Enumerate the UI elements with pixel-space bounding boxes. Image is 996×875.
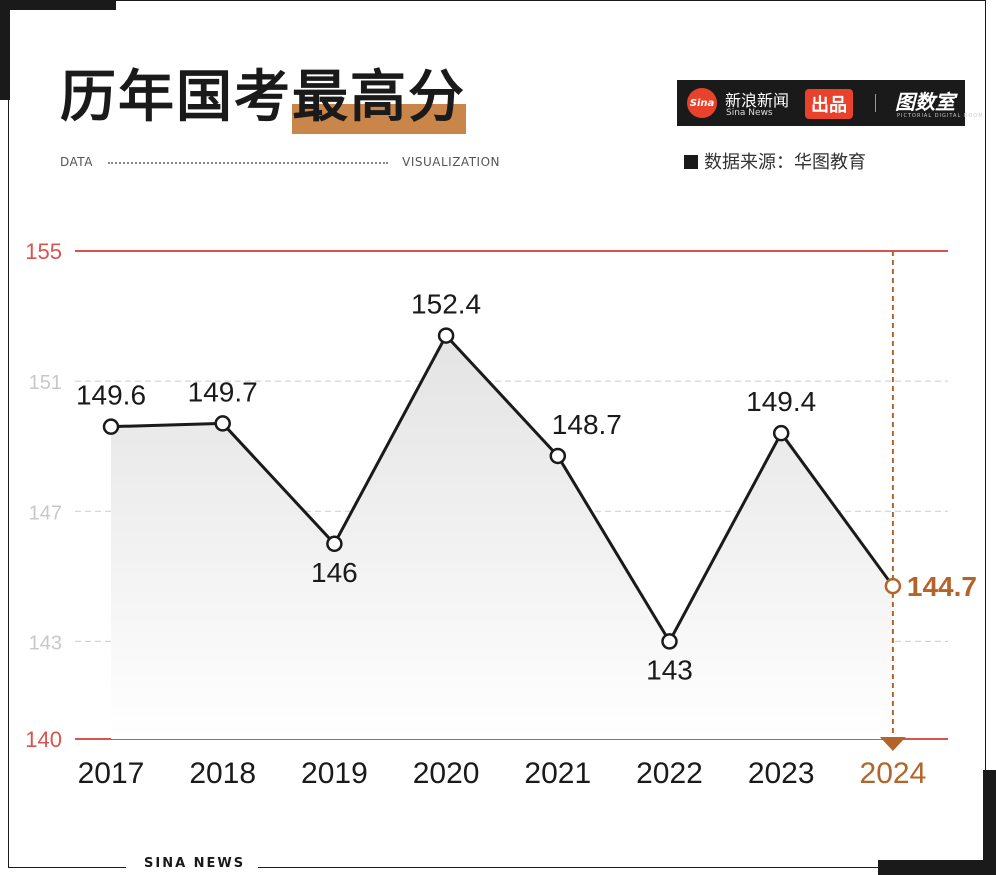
page-title: 历年国考 最高分 <box>60 58 466 138</box>
y-tick-label: 155 <box>25 239 62 264</box>
data-point-2020 <box>437 327 455 344</box>
x-tick-label-2023: 2023 <box>748 757 815 790</box>
data-label-2020: 152.4 <box>411 289 481 320</box>
title-highlight-wrap: 最高分 <box>292 58 466 138</box>
data-point-2022 <box>661 633 678 650</box>
data-point-2023 <box>772 424 790 442</box>
y-tick-label: 140 <box>25 727 62 752</box>
y-tick-label: 147 <box>29 502 62 524</box>
data-source: 数据来源：华图教育 <box>684 148 866 174</box>
footer-brand: SINA NEWS <box>144 856 246 871</box>
x-tick-label-2021: 2021 <box>524 757 591 790</box>
sina-logo-icon: Sina <box>687 88 717 118</box>
corner-bottom-right-h <box>878 860 996 875</box>
tag-data: DATA <box>60 155 93 169</box>
x-tick-label-2020: 2020 <box>413 757 480 790</box>
room-logo-en: PICTORIAL DIGITAL ROOM <box>897 113 984 119</box>
data-label-2017: 149.6 <box>76 380 146 411</box>
x-tick-label-2018: 2018 <box>189 757 256 790</box>
brand-separator <box>875 94 876 112</box>
data-point-2017 <box>102 418 120 435</box>
series-line <box>110 334 895 643</box>
data-point-2021 <box>549 447 567 465</box>
source-text: 数据来源：华图教育 <box>704 152 866 173</box>
data-label-2024: 144.7 <box>907 571 977 602</box>
data-point-2019 <box>326 535 343 553</box>
data-label-2022: 143 <box>646 654 693 685</box>
title-highlight-bar <box>292 104 466 134</box>
brand-name-en: Sina News <box>726 108 773 118</box>
x-tick-label-2024: 2024 <box>860 757 927 790</box>
y-tick-label: 143 <box>29 632 62 654</box>
frame-right <box>985 0 986 868</box>
tag-visualization: VISUALIZATION <box>402 155 500 169</box>
x-tick-label-2022: 2022 <box>636 757 703 790</box>
title-highlight: 最高分 <box>292 65 466 130</box>
corner-top-left-v <box>0 0 10 100</box>
x-tick-label-2019: 2019 <box>301 757 368 790</box>
source-square-icon <box>684 155 698 169</box>
room-logo: 图数室 <box>895 90 955 114</box>
data-point-2018 <box>214 415 231 432</box>
title-plain: 历年国考 <box>60 65 292 130</box>
brand-banner: Sina 新浪新闻 Sina News 出品 图数室 PICTORIAL DIG… <box>677 80 983 126</box>
produced-badge: 出品 <box>805 89 853 119</box>
tag-dotted-line <box>108 162 388 164</box>
data-label-2021: 148.7 <box>552 409 622 440</box>
data-label-2019: 146 <box>311 557 358 588</box>
corner-bottom-right-v <box>983 770 996 875</box>
frame-top <box>0 0 985 1</box>
data-point-2024 <box>884 577 902 595</box>
data-label-2023: 149.4 <box>746 386 816 417</box>
sina-logo-text: Sina <box>689 97 715 109</box>
frame-bottom-left <box>8 867 126 868</box>
corner-top-left-h <box>0 0 116 10</box>
brand-name: 新浪新闻 <box>725 91 790 110</box>
data-label-2018: 149.7 <box>188 376 258 407</box>
area-fill <box>111 335 893 739</box>
y-tick-label: 151 <box>29 372 62 394</box>
frame-bottom-right <box>258 867 986 868</box>
frame-left <box>8 0 9 868</box>
highlight-arrow-icon <box>879 737 906 751</box>
x-tick-label-2017: 2017 <box>78 757 145 790</box>
